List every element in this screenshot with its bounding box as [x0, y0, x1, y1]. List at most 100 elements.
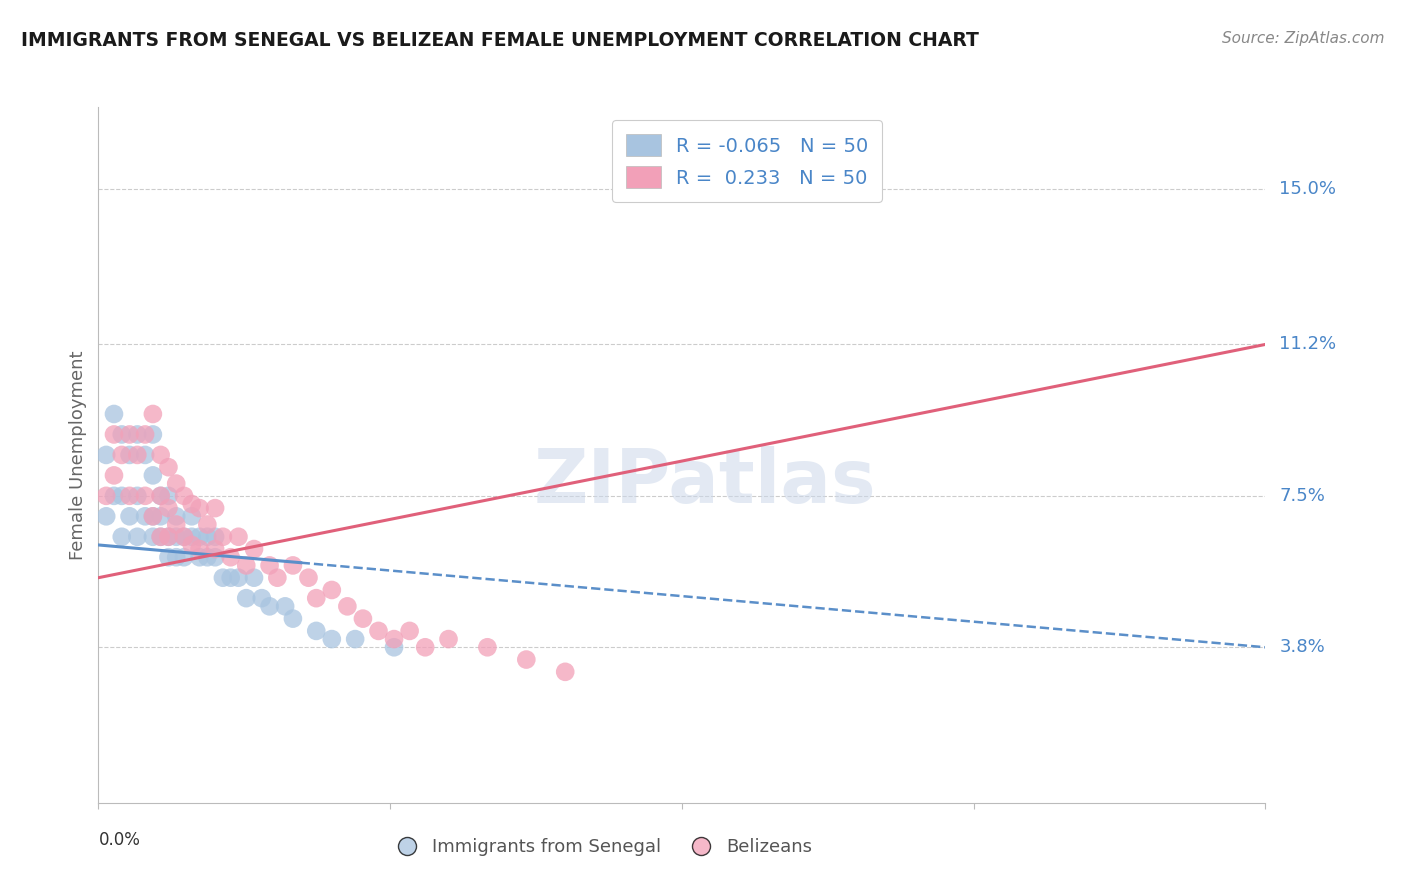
Point	[142, 509, 165, 524]
Point	[554, 665, 576, 679]
Point	[96, 448, 118, 462]
Point	[515, 652, 537, 666]
Point	[165, 550, 187, 565]
Point	[127, 530, 149, 544]
Point	[243, 542, 266, 557]
Point	[344, 632, 367, 646]
Point	[142, 468, 165, 483]
Point	[382, 632, 405, 646]
Point	[96, 489, 118, 503]
Point	[321, 632, 343, 646]
Point	[173, 530, 195, 544]
Point	[305, 624, 328, 638]
Point	[195, 530, 218, 544]
Point	[134, 509, 156, 524]
Text: 0.0%: 0.0%	[98, 830, 141, 848]
Text: Source: ZipAtlas.com: Source: ZipAtlas.com	[1222, 31, 1385, 46]
Point	[188, 501, 211, 516]
Point	[165, 530, 187, 544]
Point	[204, 542, 226, 557]
Text: IMMIGRANTS FROM SENEGAL VS BELIZEAN FEMALE UNEMPLOYMENT CORRELATION CHART: IMMIGRANTS FROM SENEGAL VS BELIZEAN FEMA…	[21, 31, 979, 50]
Point	[127, 427, 149, 442]
Point	[305, 591, 328, 606]
Point	[321, 582, 343, 597]
Point	[204, 530, 226, 544]
Point	[212, 571, 235, 585]
Point	[219, 571, 242, 585]
Point	[127, 448, 149, 462]
Text: 11.2%: 11.2%	[1279, 335, 1337, 353]
Point	[165, 476, 187, 491]
Point	[827, 182, 849, 196]
Point	[157, 550, 180, 565]
Point	[111, 448, 134, 462]
Point	[274, 599, 297, 614]
Point	[142, 530, 165, 544]
Point	[180, 530, 202, 544]
Point	[165, 509, 187, 524]
Text: 7.5%: 7.5%	[1279, 487, 1326, 505]
Point	[157, 530, 180, 544]
Point	[204, 501, 226, 516]
Point	[103, 407, 125, 421]
Point	[149, 530, 172, 544]
Point	[134, 448, 156, 462]
Point	[336, 599, 359, 614]
Point	[157, 501, 180, 516]
Point	[96, 509, 118, 524]
Point	[188, 542, 211, 557]
Point	[219, 550, 242, 565]
Point	[228, 530, 250, 544]
Point	[204, 550, 226, 565]
Point	[157, 460, 180, 475]
Point	[157, 530, 180, 544]
Point	[228, 571, 250, 585]
Point	[103, 468, 125, 483]
Point	[149, 509, 172, 524]
Point	[165, 517, 187, 532]
Legend: Immigrants from Senegal, Belizeans: Immigrants from Senegal, Belizeans	[381, 831, 820, 863]
Point	[367, 624, 389, 638]
Point	[127, 489, 149, 503]
Point	[243, 571, 266, 585]
Y-axis label: Female Unemployment: Female Unemployment	[69, 351, 87, 559]
Point	[281, 558, 304, 573]
Point	[437, 632, 460, 646]
Text: ZIPatlas: ZIPatlas	[534, 446, 876, 519]
Point	[134, 489, 156, 503]
Point	[149, 489, 172, 503]
Point	[212, 530, 235, 544]
Point	[281, 612, 304, 626]
Point	[149, 489, 172, 503]
Point	[157, 489, 180, 503]
Text: 15.0%: 15.0%	[1279, 180, 1336, 198]
Point	[142, 407, 165, 421]
Point	[235, 558, 257, 573]
Point	[111, 489, 134, 503]
Point	[195, 517, 218, 532]
Point	[149, 530, 172, 544]
Text: 3.8%: 3.8%	[1279, 639, 1324, 657]
Point	[180, 538, 202, 552]
Point	[134, 427, 156, 442]
Point	[250, 591, 273, 606]
Point	[188, 550, 211, 565]
Point	[266, 571, 288, 585]
Point	[118, 509, 141, 524]
Point	[180, 497, 202, 511]
Point	[111, 427, 134, 442]
Point	[477, 640, 499, 655]
Point	[195, 550, 218, 565]
Point	[118, 448, 141, 462]
Point	[259, 599, 281, 614]
Point	[173, 550, 195, 565]
Point	[382, 640, 405, 655]
Point	[103, 427, 125, 442]
Point	[142, 427, 165, 442]
Point	[413, 640, 436, 655]
Point	[103, 489, 125, 503]
Point	[173, 489, 195, 503]
Point	[352, 612, 374, 626]
Point	[118, 427, 141, 442]
Point	[149, 448, 172, 462]
